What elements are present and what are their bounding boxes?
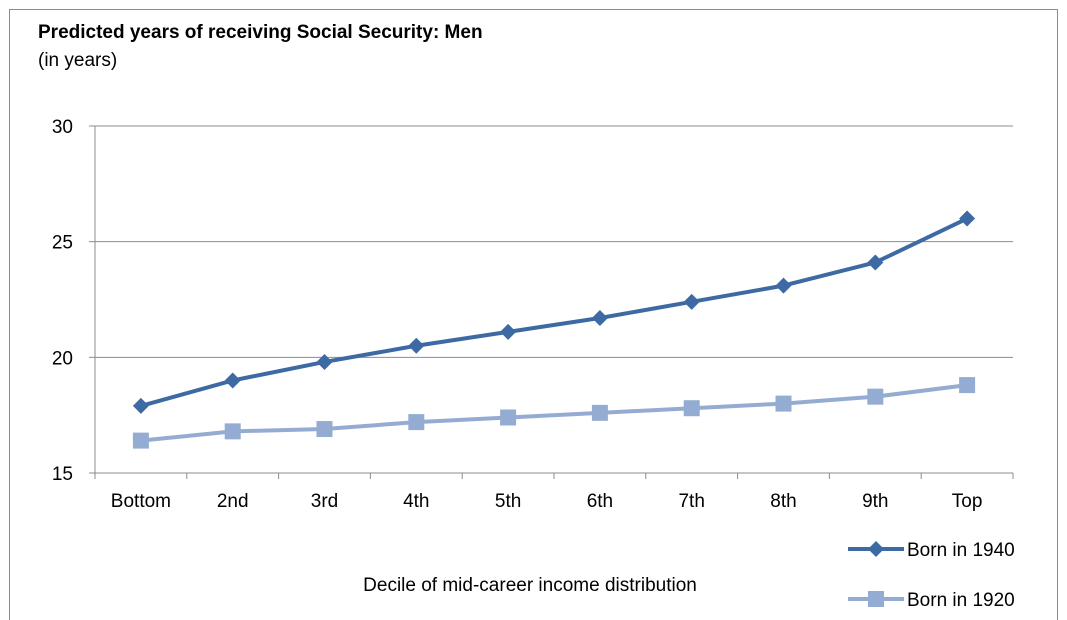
diamond-marker [868,541,884,557]
y-tick-label: 25 [52,233,73,254]
series-line [140,216,968,408]
y-tick-label: 15 [52,464,73,485]
x-tick-label: 8th [770,491,796,512]
square-marker [500,409,517,426]
x-tick-labels: Bottom 2nd 3rd 4th 5th 6th 7th 8th 9th Top [111,491,983,512]
x-tick-label: 2nd [217,491,249,512]
square-marker [867,388,884,405]
legend-label: Born in 1920 [907,590,1015,611]
diamond-marker [591,310,608,327]
x-axis-title: Decile of mid-career income distribution [363,575,697,596]
series-line [140,383,968,443]
legend-item: Born in 1940 [848,540,1015,561]
square-marker [224,423,241,440]
diamond-marker [500,323,517,340]
square-marker [868,591,884,607]
square-marker [959,377,976,394]
diamond-marker [132,397,149,414]
x-tick-label: 7th [678,491,704,512]
diamond-marker [224,372,241,389]
legend-item: Born in 1920 [848,590,1015,611]
square-marker [316,421,333,438]
x-tick-label: 4th [403,491,429,512]
diamond-marker [683,293,700,310]
square-marker [132,432,149,449]
diamond-marker [867,254,884,271]
diamond-marker [316,353,333,370]
diamond-marker [408,337,425,354]
legend: Born in 1940 Born in 1920 [848,540,1015,611]
legend-label: Born in 1940 [907,540,1015,561]
x-tick-label: Bottom [111,491,171,512]
square-marker [591,404,608,421]
series-group [132,210,976,449]
chart-title: Predicted years of receiving Social Secu… [38,22,483,43]
chart-subtitle: (in years) [38,50,118,71]
diamond-marker [775,277,792,294]
axes [89,125,1014,479]
x-tick-label: 9th [862,491,888,512]
chart-frame [9,9,1058,620]
x-tick-label: 3rd [311,491,338,512]
square-marker [408,414,425,431]
diamond-marker [959,210,976,227]
gridlines [95,125,1013,358]
square-marker [683,400,700,417]
x-tick-label: Top [952,491,983,512]
series-born-in-1920 [132,377,976,449]
y-tick-labels: 15 20 25 30 [52,117,73,485]
x-tick-label: 5th [495,491,521,512]
x-tick-label: 6th [587,491,613,512]
square-marker [775,395,792,412]
series-born-in-1940 [132,210,976,414]
y-tick-label: 20 [52,348,73,369]
y-tick-label: 30 [52,117,73,138]
